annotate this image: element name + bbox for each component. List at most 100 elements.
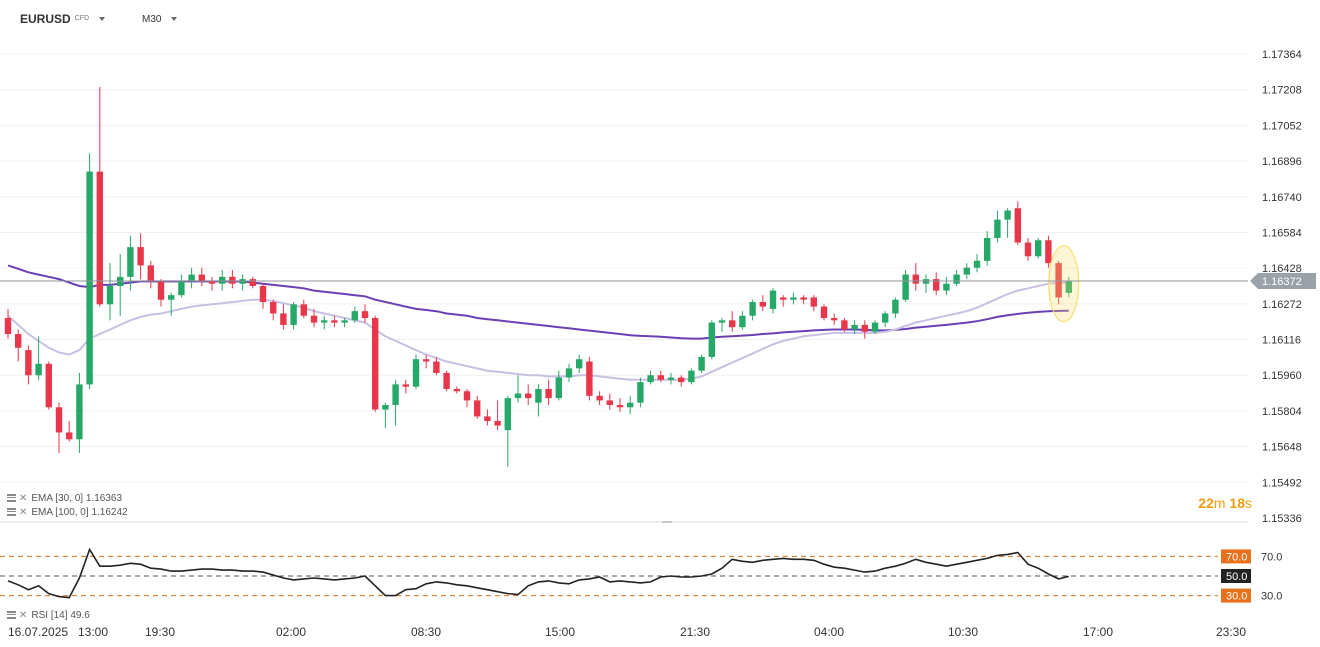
bullish-candle xyxy=(1035,237,1042,259)
bullish-candle xyxy=(392,379,399,426)
time-axis-label: 19:30 xyxy=(145,625,175,639)
candle-body xyxy=(392,384,399,405)
candle-body xyxy=(688,370,695,383)
candle-body xyxy=(137,247,144,266)
candle-body xyxy=(871,322,879,332)
candle-body xyxy=(351,311,358,321)
bearish-candle xyxy=(4,308,12,339)
bearish-candle xyxy=(372,315,379,412)
close-icon[interactable]: ✕ xyxy=(19,609,28,621)
candle-body xyxy=(1024,242,1032,257)
candle-body xyxy=(565,368,573,378)
candle-body xyxy=(963,267,970,275)
instrument-type-label: CFD xyxy=(74,14,90,22)
bearish-candle xyxy=(433,356,440,376)
bullish-candle xyxy=(382,402,389,428)
bearish-candle xyxy=(678,375,685,387)
candles-group xyxy=(4,86,1072,467)
countdown-seconds-unit: s xyxy=(1245,495,1252,511)
rsi-level-tag-label: 30.0 xyxy=(1226,591,1247,603)
candle-body xyxy=(576,359,583,369)
bearish-candle xyxy=(198,267,205,286)
bullish-candle xyxy=(535,384,542,417)
candle-body xyxy=(382,404,389,410)
bearish-candle xyxy=(331,315,338,328)
bearish-candle xyxy=(1014,201,1021,245)
candle-body xyxy=(494,420,501,426)
time-axis-label: 04:00 xyxy=(814,625,844,639)
bullish-candle xyxy=(749,299,756,321)
bearish-candle xyxy=(229,269,236,289)
candle-body xyxy=(606,400,613,405)
candle-body xyxy=(616,404,624,408)
bullish-candle xyxy=(851,320,858,335)
ema-100-label: EMA [100, 0] xyxy=(31,506,89,518)
ema-100-legend[interactable]: ✕ EMA [100, 0] 1.16242 xyxy=(7,506,128,518)
rsi-level-tag-label: 50.0 xyxy=(1226,571,1247,583)
timeframe-label: M30 xyxy=(142,13,162,25)
bullish-candle xyxy=(178,274,185,298)
chevron-down-icon[interactable] xyxy=(171,17,178,21)
close-icon[interactable]: ✕ xyxy=(19,506,28,518)
panel-resize-handle[interactable] xyxy=(662,521,672,523)
candle-body xyxy=(249,279,256,286)
candle-body xyxy=(300,304,307,316)
bullish-candle xyxy=(321,315,328,330)
bearish-candle xyxy=(841,318,848,332)
bullish-candle xyxy=(943,276,950,296)
candle-body xyxy=(96,171,103,305)
bearish-candle xyxy=(300,299,307,319)
bullish-candle xyxy=(688,368,695,385)
ema-100-line xyxy=(7,264,1069,340)
bearish-candle xyxy=(596,391,603,405)
ema-30-line-group xyxy=(7,281,1069,381)
settings-icon[interactable] xyxy=(7,494,16,502)
timeframe-selector[interactable]: M30 xyxy=(142,10,178,28)
settings-icon[interactable] xyxy=(7,508,16,516)
candle-body xyxy=(953,274,960,284)
candle-body xyxy=(270,302,277,314)
candle-body xyxy=(147,265,154,282)
candle-body xyxy=(208,281,216,284)
time-axis[interactable]: 16.07.2025 13:00 19:30 02:00 08:30 15:00 21:30… xyxy=(8,625,1246,639)
candle-body xyxy=(973,260,981,268)
candle-body xyxy=(749,302,756,316)
bearish-candle xyxy=(25,345,32,385)
rsi-legend[interactable]: ✕ RSI [14] 49.6 xyxy=(7,609,90,621)
candle-body xyxy=(443,372,450,389)
bearish-candle xyxy=(66,420,73,442)
candle-body xyxy=(759,302,766,307)
bearish-candle xyxy=(820,304,828,321)
bearish-candle xyxy=(657,370,664,383)
rsi-panel[interactable]: 70.0 70.0 50.0 30.0 30.0 xyxy=(0,521,1282,603)
bullish-candle xyxy=(973,253,981,273)
candle-body xyxy=(933,279,940,291)
bullish-candle xyxy=(667,372,675,385)
bearish-candle xyxy=(137,233,144,280)
candle-body xyxy=(290,304,297,325)
candle-body xyxy=(127,247,134,277)
price-axis-label: 1.15804 xyxy=(1262,406,1302,418)
bullish-candle xyxy=(739,311,746,330)
candle-body xyxy=(1004,210,1011,220)
bearish-candle xyxy=(912,263,919,291)
candle-body xyxy=(678,377,685,383)
price-axis[interactable]: 1.17364 1.17208 1.17052 1.16896 1.16740 1.165… xyxy=(1262,49,1302,525)
bullish-candle xyxy=(565,363,573,383)
price-axis-label: 1.15492 xyxy=(1262,477,1302,489)
bullish-candle xyxy=(106,263,114,321)
candle-body xyxy=(76,384,83,440)
settings-icon[interactable] xyxy=(7,611,16,619)
candle-body xyxy=(453,388,460,392)
ema-100-line-group xyxy=(7,264,1069,340)
ema-30-legend[interactable]: ✕ EMA [30, 0] 1.16363 xyxy=(7,492,122,504)
bearish-candle xyxy=(933,272,940,296)
bearish-candle xyxy=(270,299,277,321)
bearish-candle xyxy=(361,304,369,323)
candle-body xyxy=(219,276,226,284)
close-icon[interactable]: ✕ xyxy=(19,492,28,504)
candle-body xyxy=(157,281,165,300)
symbol-selector[interactable]: EURUSD CFD xyxy=(20,10,106,28)
chevron-down-icon[interactable] xyxy=(99,17,106,21)
